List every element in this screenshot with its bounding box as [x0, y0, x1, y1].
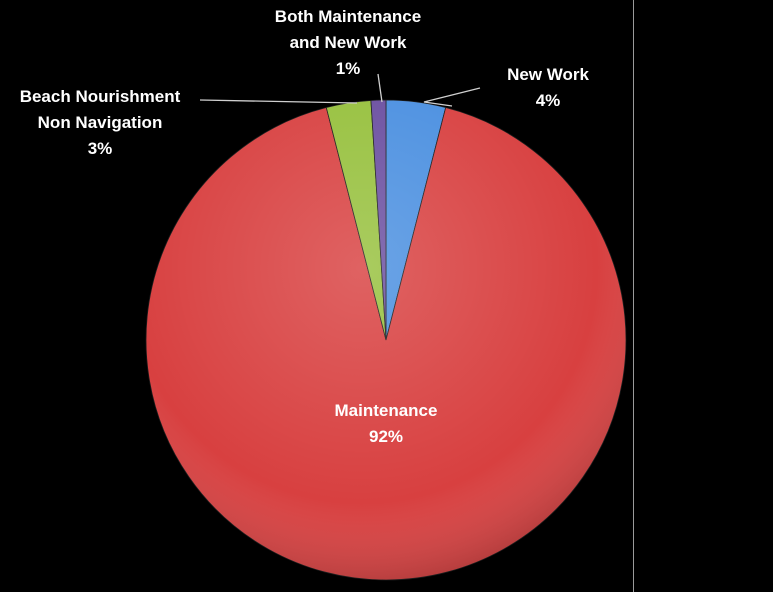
leader-line-new-work [423, 87, 481, 107]
leader-lines [199, 73, 481, 107]
slice-value-label: 92% [369, 427, 403, 446]
slice-label-beach-nourishment-non-navigation: Beach Nourishment Non Navigation 3% [20, 87, 181, 158]
leader-line-beach-nourishment-non-navigation [199, 99, 358, 104]
slice-label-maintenance: Maintenance 92% [335, 401, 438, 446]
slice-value-label: 1% [336, 59, 361, 78]
slice-value-label: 4% [536, 91, 561, 110]
leader-line-both-maintenance-and-new-work [377, 73, 383, 103]
slice-category-label: Maintenance [335, 401, 438, 420]
slice-category-label: Beach Nourishment [20, 87, 181, 106]
slice-labels: New Work 4% Maintenance 92% Beach Nourishmen… [20, 7, 590, 446]
slice-label-new-work: New Work 4% [507, 65, 589, 110]
slice-category-label: Non Navigation [38, 113, 163, 132]
slice-label-both-maintenance-and-new-work: Both Maintenance and New Work 1% [275, 7, 421, 78]
slice-value-label: 3% [88, 139, 113, 158]
slice-category-label: New Work [507, 65, 589, 84]
slice-category-label: Both Maintenance [275, 7, 421, 26]
slice-category-label: and New Work [290, 33, 407, 52]
pie-slices [145, 99, 627, 581]
